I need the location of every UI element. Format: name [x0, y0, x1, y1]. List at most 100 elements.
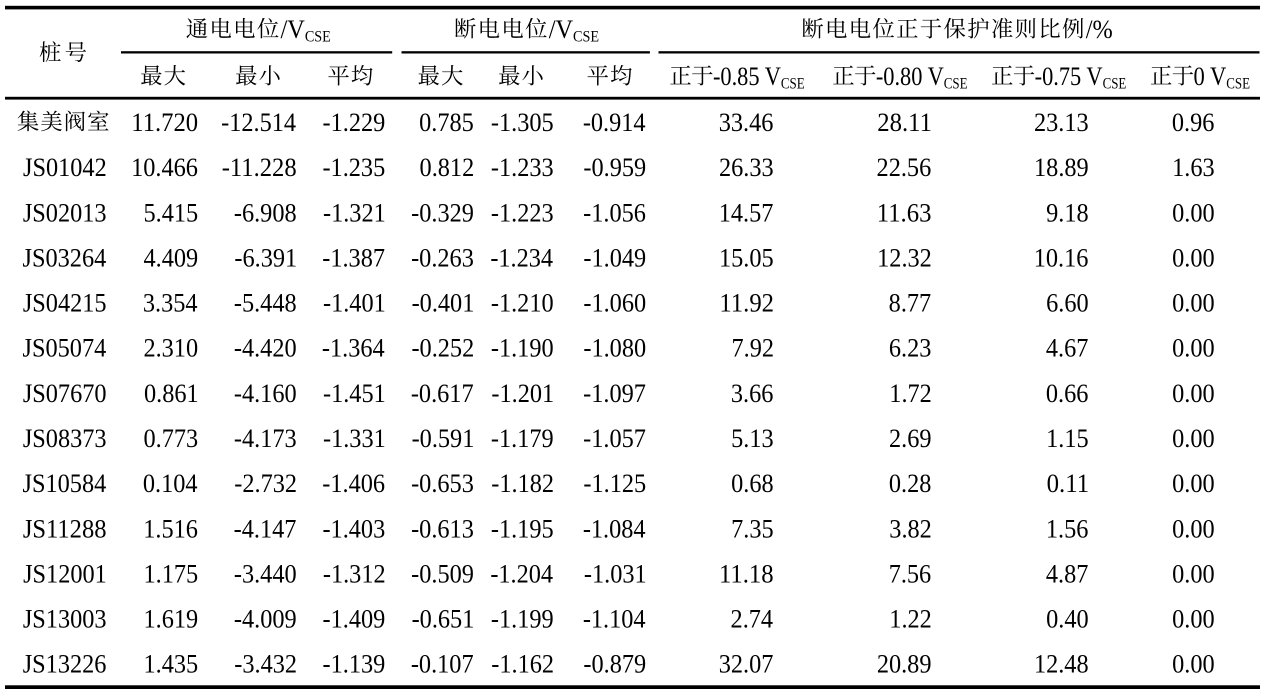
svg-text:JS02013: JS02013: [23, 197, 107, 227]
svg-text:-1.312: -1.312: [323, 558, 386, 588]
svg-text:JS07670: JS07670: [23, 378, 107, 408]
svg-text:-0.75 V: -0.75 V: [1035, 61, 1103, 91]
svg-text:0.773: 0.773: [143, 423, 198, 453]
svg-text:0.104: 0.104: [143, 468, 198, 498]
svg-text:0.00: 0.00: [1172, 378, 1215, 408]
svg-text:-1.305: -1.305: [491, 107, 554, 137]
svg-text:-1.179: -1.179: [491, 423, 554, 453]
svg-text:-1.049: -1.049: [583, 242, 646, 272]
svg-text:0.00: 0.00: [1172, 649, 1215, 679]
svg-text:12.48: 12.48: [1034, 649, 1089, 679]
svg-text:/%: /%: [1086, 14, 1113, 44]
svg-text:0.00: 0.00: [1172, 513, 1215, 543]
svg-text:-1.199: -1.199: [491, 604, 554, 634]
svg-text:22.56: 22.56: [877, 152, 932, 182]
svg-text:20.89: 20.89: [877, 649, 932, 679]
svg-text:JS11288: JS11288: [23, 513, 107, 543]
svg-text:-4.009: -4.009: [234, 604, 297, 634]
svg-text:11.92: 11.92: [719, 288, 774, 318]
svg-text:-0.85 V: -0.85 V: [713, 61, 781, 91]
svg-text:-1.080: -1.080: [583, 333, 646, 363]
svg-text:-0.509: -0.509: [411, 558, 474, 588]
svg-text:0.785: 0.785: [419, 107, 474, 137]
svg-text:5.13: 5.13: [731, 423, 774, 453]
svg-text:JS13226: JS13226: [23, 649, 107, 679]
svg-text:-1.234: -1.234: [490, 242, 553, 272]
svg-text:-1.403: -1.403: [322, 513, 385, 543]
svg-text:-0.80 V: -0.80 V: [876, 61, 944, 91]
svg-text:11.63: 11.63: [877, 197, 932, 227]
svg-text:1.516: 1.516: [143, 513, 198, 543]
svg-text:-3.432: -3.432: [234, 649, 297, 679]
svg-text:-1.451: -1.451: [323, 378, 386, 408]
svg-text:-1.204: -1.204: [490, 558, 553, 588]
svg-text:0.812: 0.812: [420, 152, 475, 182]
svg-text:1.22: 1.22: [889, 604, 932, 634]
svg-text:-12.514: -12.514: [221, 107, 296, 137]
svg-text:0.00: 0.00: [1172, 423, 1215, 453]
svg-text:/V: /V: [281, 14, 305, 44]
svg-text:1.619: 1.619: [144, 604, 199, 634]
svg-text:-1.409: -1.409: [323, 604, 386, 634]
svg-text:26.33: 26.33: [719, 152, 774, 182]
svg-text:-1.229: -1.229: [323, 107, 386, 137]
svg-text:15.05: 15.05: [719, 242, 774, 272]
svg-text:-1.162: -1.162: [491, 649, 554, 679]
svg-text:-1.387: -1.387: [322, 242, 385, 272]
svg-text:-1.097: -1.097: [583, 378, 646, 408]
svg-text:32.07: 32.07: [719, 649, 774, 679]
svg-text:7.56: 7.56: [889, 558, 932, 588]
svg-text:1.435: 1.435: [143, 649, 198, 679]
svg-text:-0.591: -0.591: [412, 423, 475, 453]
svg-text:-0.651: -0.651: [412, 604, 475, 634]
svg-text:-11.228: -11.228: [222, 152, 297, 182]
svg-text:-4.160: -4.160: [234, 378, 297, 408]
svg-text:CSE: CSE: [944, 76, 968, 93]
svg-text:-1.331: -1.331: [323, 423, 386, 453]
svg-text:0.28: 0.28: [889, 468, 932, 498]
svg-text:23.13: 23.13: [1034, 107, 1089, 137]
svg-text:-1.060: -1.060: [583, 288, 646, 318]
svg-text:-1.104: -1.104: [583, 604, 646, 634]
svg-text:4.67: 4.67: [1046, 333, 1089, 363]
svg-text:CSE: CSE: [1103, 76, 1127, 93]
svg-text:3.354: 3.354: [143, 288, 198, 318]
svg-text:-1.084: -1.084: [583, 513, 646, 543]
svg-text:2.74: 2.74: [731, 604, 774, 634]
svg-text:3.66: 3.66: [731, 378, 774, 408]
svg-text:4.87: 4.87: [1046, 558, 1089, 588]
svg-text:JS12001: JS12001: [23, 558, 107, 588]
svg-text:0.00: 0.00: [1172, 333, 1215, 363]
svg-text:2.69: 2.69: [889, 423, 932, 453]
svg-text:-1.210: -1.210: [491, 288, 554, 318]
svg-text:-1.235: -1.235: [322, 152, 385, 182]
svg-text:-0.263: -0.263: [411, 242, 474, 272]
svg-text:0.00: 0.00: [1172, 288, 1215, 318]
svg-text:-6.391: -6.391: [234, 242, 297, 272]
svg-text:-1.401: -1.401: [323, 288, 386, 318]
svg-text:1.15: 1.15: [1046, 423, 1089, 453]
svg-text:1.63: 1.63: [1172, 152, 1215, 182]
svg-text:-1.223: -1.223: [491, 197, 554, 227]
svg-text:-1.233: -1.233: [491, 152, 554, 182]
svg-text:-0.879: -0.879: [583, 649, 646, 679]
svg-text:-1.031: -1.031: [584, 558, 647, 588]
svg-text:-1.182: -1.182: [491, 468, 554, 498]
svg-text:-0.252: -0.252: [411, 333, 474, 363]
svg-text:CSE: CSE: [1226, 76, 1250, 93]
svg-text:-1.125: -1.125: [583, 468, 646, 498]
svg-text:-0.617: -0.617: [411, 378, 474, 408]
svg-text:0.00: 0.00: [1172, 604, 1215, 634]
svg-text:6.60: 6.60: [1046, 288, 1089, 318]
svg-text:-4.173: -4.173: [234, 423, 297, 453]
svg-text:9.18: 9.18: [1046, 197, 1089, 227]
svg-text:7.35: 7.35: [731, 513, 774, 543]
svg-text:-1.190: -1.190: [491, 333, 554, 363]
svg-text:CSE: CSE: [573, 29, 599, 46]
svg-text:0.00: 0.00: [1172, 558, 1215, 588]
svg-text:JS08373: JS08373: [23, 423, 107, 453]
svg-text:1.175: 1.175: [143, 558, 198, 588]
svg-text:-1.195: -1.195: [491, 513, 554, 543]
svg-text:-0.959: -0.959: [583, 152, 646, 182]
svg-text:0.861: 0.861: [144, 378, 199, 408]
